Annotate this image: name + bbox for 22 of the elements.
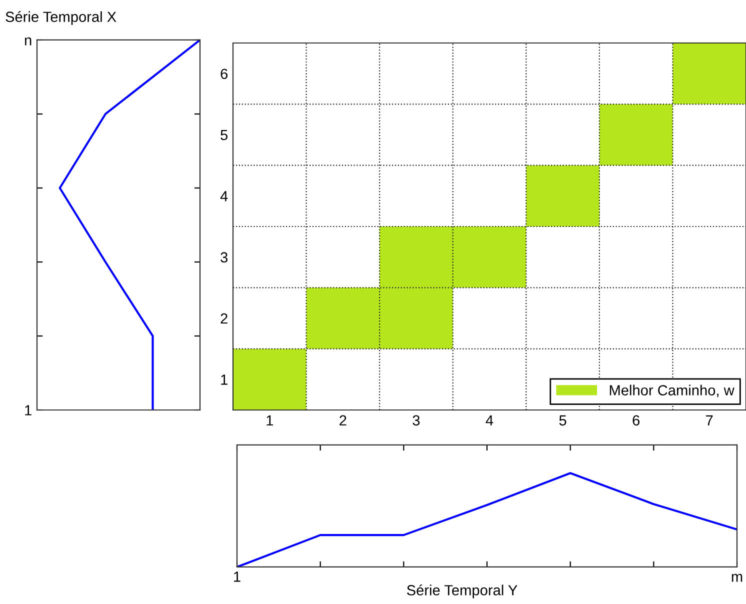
y-tick-label: 4 (220, 191, 228, 202)
x-tick-label: 1 (266, 415, 273, 426)
chart-title: Série Temporal X (6, 11, 116, 25)
y-tick-label: 1 (221, 374, 228, 385)
x-tick-label: 2 (340, 415, 346, 426)
bar (233, 348, 306, 410)
x-tick-label: m (732, 574, 742, 582)
x-tick-label: 6 (632, 415, 640, 426)
legend-label: Melhor Caminho, w (610, 384, 734, 398)
bar (526, 165, 600, 226)
x-tick-label: 4 (486, 415, 494, 426)
x-axis-title: Série Temporal Y (407, 584, 518, 598)
bar (599, 104, 673, 166)
y-tick-label: 2 (220, 313, 228, 324)
x-tick-label: 3 (412, 415, 420, 426)
y-tick-label: 3 (220, 252, 228, 263)
x-tick-label: 5 (559, 415, 566, 426)
y-tick-label: n (25, 37, 32, 46)
y-tick-label: 6 (220, 68, 228, 80)
bar (672, 43, 746, 104)
x-tick-label: 7 (706, 415, 713, 426)
y-tick-label: 5 (220, 130, 228, 140)
